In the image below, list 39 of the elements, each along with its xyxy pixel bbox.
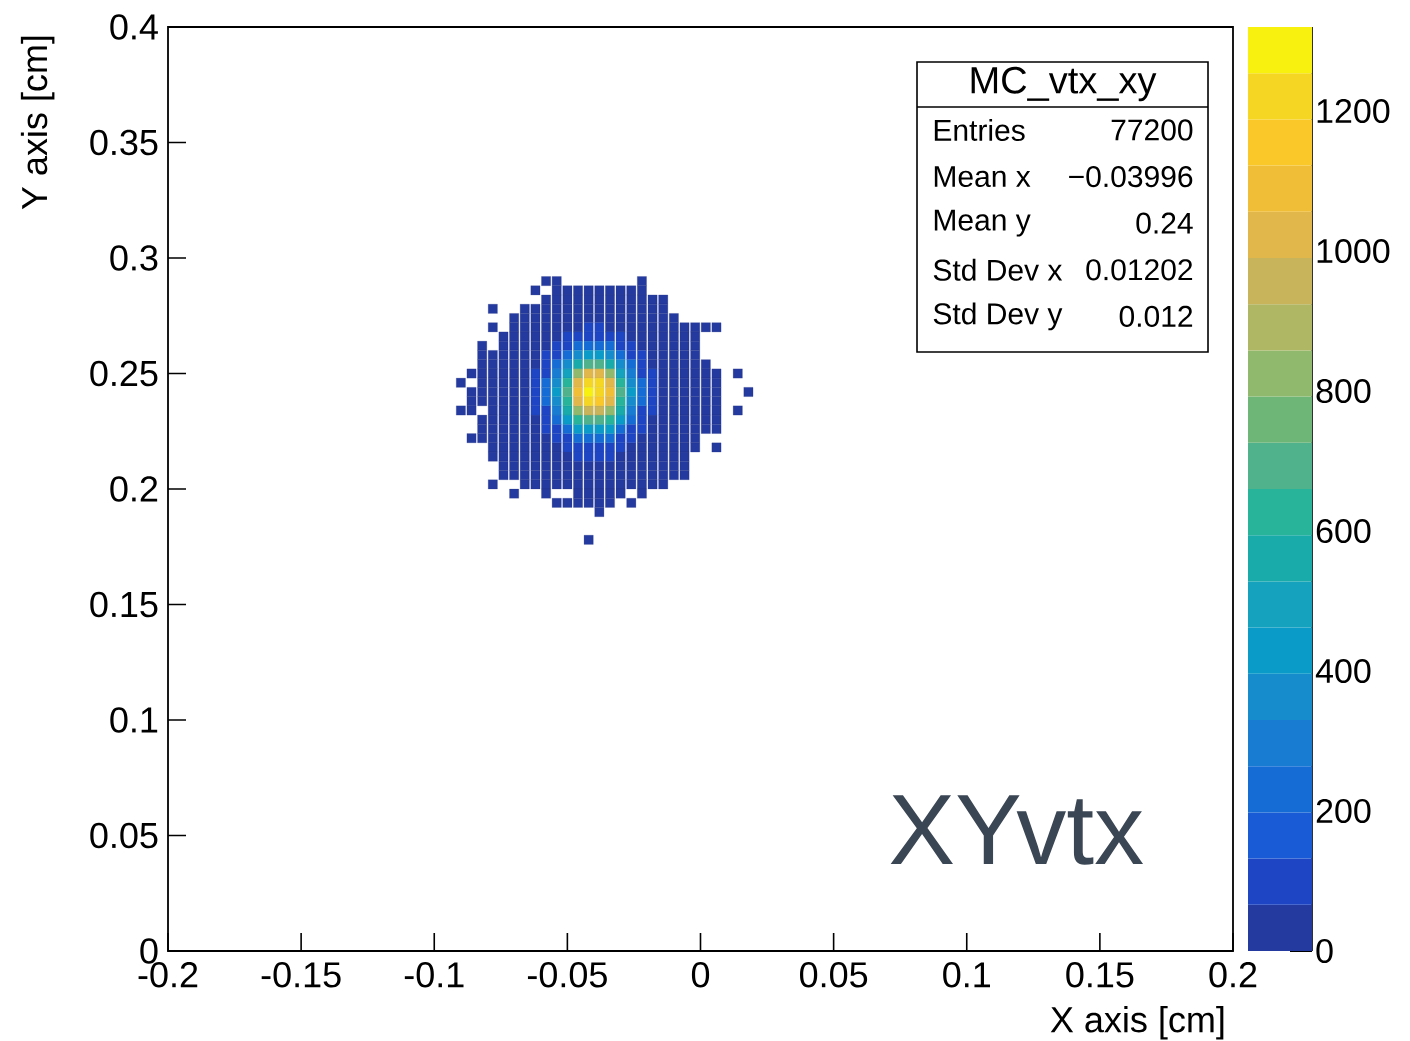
annotation: Entries [934, 118, 1025, 141]
color-bar-label: 0 [1316, 938, 1333, 964]
annotation: −0.03996 [1069, 165, 1193, 188]
annotation: 0.24 [1136, 212, 1193, 234]
color-bar-label: 400 [1315, 658, 1371, 684]
annotation: Mean x [934, 166, 1031, 188]
color-bar-label: 1200 [1317, 98, 1390, 124]
x-tick-label: -0.1 [404, 962, 464, 988]
y-tick-label: 0.3 [110, 245, 158, 271]
x-axis-title: X axis [cm] [1050, 1006, 1224, 1040]
x-tick-label: -0.15 [261, 962, 341, 988]
x-tick-label: 0 [691, 962, 710, 988]
y-tick-label: 0.35 [90, 129, 158, 156]
y-tick-label: 0.25 [90, 360, 158, 387]
text: MC_vtx_xy [971, 66, 1157, 102]
y-tick-label: 0.1 [110, 707, 158, 733]
x-tick-label: -0.05 [527, 962, 607, 988]
annotation: 77200 [1111, 119, 1193, 141]
color-bar-label: 600 [1316, 518, 1371, 544]
x-tick-label: 0.2 [1209, 962, 1257, 988]
y-tick-label: 0.15 [90, 591, 158, 618]
x-tick-label: -0.2 [138, 962, 198, 988]
annotation: Mean y [934, 209, 1031, 237]
annotation: XYvtx [890, 795, 1144, 865]
y-tick-label: 0.2 [110, 476, 158, 502]
color-bar-label: 200 [1316, 798, 1371, 824]
annotation: 0.012 [1119, 305, 1193, 328]
y-tick-label: 0.05 [90, 822, 158, 849]
x-tick-label: 0.15 [1066, 962, 1134, 988]
color-bar-label: 800 [1316, 378, 1371, 404]
color-bar-label: 1000 [1317, 238, 1390, 264]
x-tick-label: 0.05 [800, 962, 868, 988]
annotation: 0.01202 [1086, 259, 1193, 281]
x-tick-label: 0.1 [943, 962, 991, 988]
annotation: Std Dev y [933, 302, 1063, 331]
y-tick-label: 0 [140, 938, 158, 964]
annotation: Std Dev x [933, 258, 1063, 281]
y-axis-title: Y axis [cm] [20, 36, 55, 210]
y-tick-label: 0.4 [110, 14, 158, 40]
